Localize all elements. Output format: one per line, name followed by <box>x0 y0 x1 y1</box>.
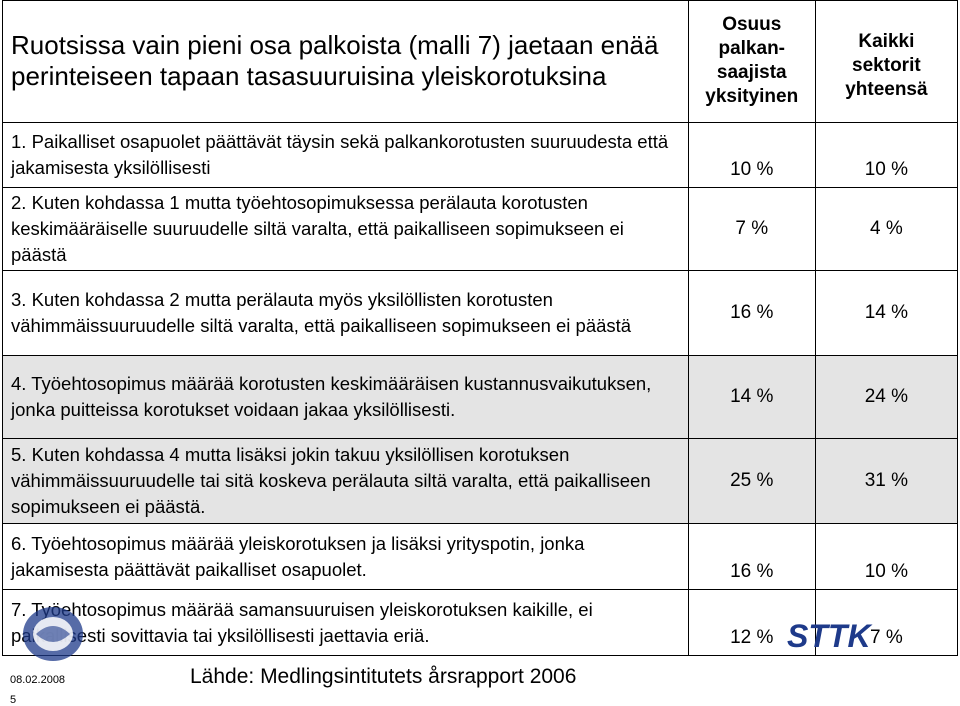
row-private-value: 7 % <box>687 186 816 272</box>
page-title: Ruotsissa vain pieni osa palkoista (mall… <box>2 0 689 123</box>
table-row: 6. Työehtosopimus määrää yleiskorotuksen… <box>2 523 959 590</box>
table-row: 7. Työehtosopimus määrää samansuuruisen … <box>2 588 959 657</box>
row-all-value: 10 % <box>814 523 959 590</box>
row-private-value: 12 % <box>687 588 816 657</box>
row-all-value: 10 % <box>814 121 959 188</box>
row-description: 5. Kuten kohdassa 4 mutta lisäksi jokin … <box>2 437 689 525</box>
row-description: 1. Paikalliset osapuolet päättävät täysi… <box>2 121 689 188</box>
header-private-sector: Osuus palkan-saajista yksityinen <box>687 0 816 123</box>
row-description: 4. Työehtosopimus määrää korotusten kesk… <box>2 354 689 439</box>
table-row: 1. Paikalliset osapuolet päättävät täysi… <box>2 121 959 188</box>
row-all-value: 4 % <box>814 186 959 272</box>
table-row: 3. Kuten kohdassa 2 mutta perälauta myös… <box>2 270 959 356</box>
row-description: 2. Kuten kohdassa 1 mutta työehtosopimuk… <box>2 186 689 272</box>
footer-date: 08.02.2008 <box>10 674 66 686</box>
row-description: 7. Työehtosopimus määrää samansuuruisen … <box>2 588 689 657</box>
row-description: 6. Työehtosopimus määrää yleiskorotuksen… <box>2 523 689 590</box>
stn-logo-icon <box>23 607 83 661</box>
row-private-value: 14 % <box>687 354 816 439</box>
distribution-table: Ruotsissa vain pieni osa palkoista (mall… <box>2 0 959 657</box>
header-all-sectors: Kaikki sektorit yhteensä <box>814 0 959 123</box>
sttk-logo-text: STTK <box>787 618 873 652</box>
row-all-value: 14 % <box>814 270 959 356</box>
source-note: Lähde: Medlingsintitutets årsrapport 200… <box>190 665 577 688</box>
row-private-value: 16 % <box>687 523 816 590</box>
header-row: Ruotsissa vain pieni osa palkoista (mall… <box>2 0 959 123</box>
row-all-value: 24 % <box>814 354 959 439</box>
table-row: 5. Kuten kohdassa 4 mutta lisäksi jokin … <box>2 437 959 525</box>
table-row: 4. Työehtosopimus määrää korotusten kesk… <box>2 354 959 439</box>
row-description: 3. Kuten kohdassa 2 mutta perälauta myös… <box>2 270 689 356</box>
row-all-value: 31 % <box>814 437 959 525</box>
row-all-value: 7 % <box>814 588 959 657</box>
row-private-value: 25 % <box>687 437 816 525</box>
page-number: 5 <box>10 694 17 706</box>
row-private-value: 10 % <box>687 121 816 188</box>
sttk-logo-icon: STTK <box>787 618 873 652</box>
table-row: 2. Kuten kohdassa 1 mutta työehtosopimuk… <box>2 186 959 272</box>
row-private-value: 16 % <box>687 270 816 356</box>
